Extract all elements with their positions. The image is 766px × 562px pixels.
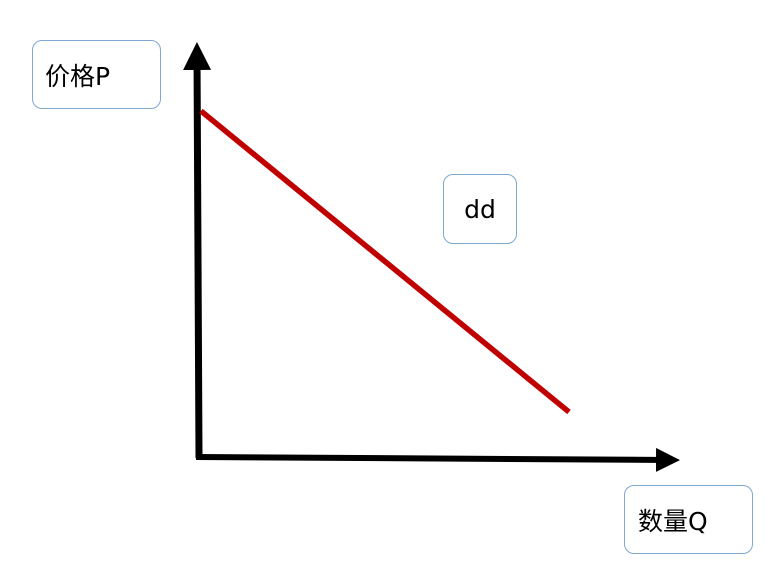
quantity-axis-label: 数量Q (624, 485, 753, 554)
demand-curve-line (199, 108, 571, 415)
price-axis (183, 42, 212, 459)
price-axis-label: 价格P (32, 40, 161, 109)
quantity-axis (195, 447, 680, 472)
demand-curve-label: dd (443, 174, 517, 244)
